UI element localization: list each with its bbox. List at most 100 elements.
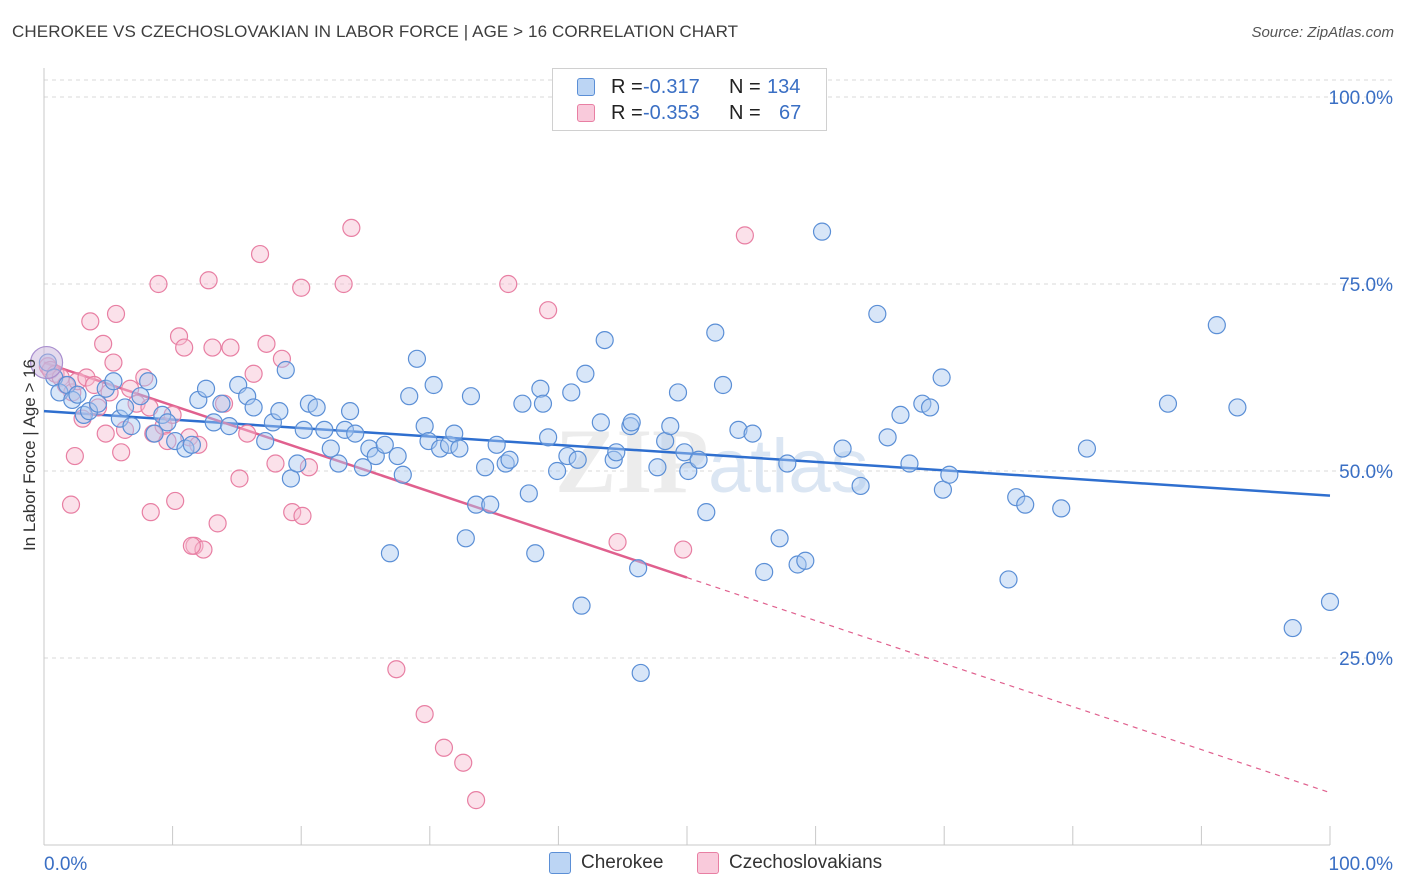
- czechoslovakians-point: [208, 514, 227, 533]
- axis-layer: [43, 68, 1331, 846]
- legend-n-label: N =: [729, 75, 761, 98]
- cherokee-point: [122, 417, 141, 436]
- czechoslovakians-point: [94, 334, 113, 353]
- cherokee-point: [833, 439, 852, 458]
- cherokee-point: [375, 435, 394, 454]
- cherokee-point: [335, 420, 355, 439]
- legend-row-cherokee: R = -0.317 N = 134: [577, 75, 800, 99]
- bottom-legend-czechoslovakians: Czechoslovakians: [697, 852, 882, 874]
- cherokee-point: [631, 663, 650, 683]
- y-tick-label: 75.0%: [1339, 275, 1393, 296]
- cherokee-point: [1320, 592, 1340, 612]
- cherokee-trend-line: [43, 409, 1331, 497]
- cherokee-point: [281, 469, 301, 488]
- czechoslovakians-trend-extension: [686, 577, 1331, 794]
- cherokee-point: [595, 331, 614, 350]
- cherokee-point: [461, 387, 481, 406]
- cherokee-point: [346, 424, 365, 443]
- cherokee-point: [466, 495, 486, 514]
- bottom-legend-cherokee: Cherokee: [549, 852, 663, 874]
- cherokee-point: [307, 398, 326, 417]
- legend-n-value: 134: [767, 75, 801, 98]
- cherokee-point: [548, 461, 567, 481]
- cherokee-point: [604, 450, 623, 469]
- cherokee-point: [796, 551, 815, 570]
- czechoslovakians-point: [121, 379, 140, 398]
- cherokee-point: [321, 439, 340, 458]
- cherokee-point: [562, 383, 581, 402]
- cherokee-point: [131, 387, 150, 406]
- cherokee-point: [513, 394, 532, 413]
- cherokee-points: [29, 222, 1340, 683]
- cherokee-point: [424, 375, 443, 395]
- cherokee-point: [353, 458, 373, 477]
- cherokee-point: [933, 480, 953, 499]
- czechoslovakians-point: [299, 458, 319, 477]
- cherokee-point: [115, 398, 135, 417]
- czechoslovakians-point: [203, 338, 222, 357]
- cherokee-point: [430, 439, 450, 458]
- x-tick-label: 0.0%: [44, 854, 87, 875]
- cherokee-point: [900, 454, 919, 473]
- cluster-point: [29, 345, 64, 380]
- czechoslovakians-point: [221, 338, 240, 357]
- czechoslovakians-point: [149, 274, 168, 294]
- cherokee-point: [812, 222, 832, 241]
- legend-row-czechoslovakians: R = -0.353 N = 67: [577, 101, 801, 125]
- cherokee-point: [661, 417, 680, 436]
- cherokee-point: [238, 387, 257, 406]
- cherokee-point: [263, 413, 283, 432]
- cherokee-point: [88, 394, 108, 413]
- y-axis-label: In Labor Force | Age > 16: [20, 358, 39, 552]
- cherokee-point: [294, 420, 313, 439]
- cherokee-point: [182, 435, 201, 454]
- cherokee-point: [868, 304, 887, 324]
- cherokee-point: [622, 413, 641, 432]
- cherokee-point: [487, 435, 506, 454]
- czechoslovakians-point: [175, 338, 194, 357]
- bottom-legend-swatch-czechoslovakians: [697, 852, 719, 874]
- cherokee-point: [1077, 439, 1097, 458]
- cherokee-point: [999, 570, 1018, 589]
- cherokee-point: [1283, 618, 1302, 638]
- czechoslovakians-point: [141, 503, 160, 522]
- cherokee-point: [256, 431, 275, 451]
- cherokee-point: [244, 398, 263, 417]
- czechoslovakians-point: [434, 738, 454, 757]
- cherokee-point: [755, 562, 774, 582]
- y-tick-label: 100.0%: [1329, 88, 1394, 109]
- czechoslovakians-point: [194, 540, 213, 559]
- cherokee-point: [139, 372, 158, 391]
- legend-swatch-cherokee: [577, 78, 595, 96]
- cherokee-point: [576, 364, 595, 383]
- legend-n-value: 67: [779, 101, 802, 124]
- cherokee-point: [851, 476, 870, 496]
- cherokee-point: [940, 465, 959, 484]
- cherokee-point: [500, 450, 519, 469]
- cherokee-point: [63, 390, 82, 410]
- czechoslovakians-point: [266, 454, 285, 473]
- cherokee-point: [212, 394, 231, 413]
- cherokee-point: [689, 450, 708, 469]
- cherokee-point: [1158, 394, 1178, 413]
- cherokee-point: [96, 379, 115, 398]
- cherokee-point: [407, 349, 427, 368]
- cherokee-point: [778, 454, 797, 473]
- czechoslovakians-point: [283, 503, 302, 522]
- czechoslovakians-point: [65, 446, 84, 466]
- cherokee-point: [400, 387, 419, 406]
- cherokee-point: [648, 458, 667, 477]
- cherokee-point: [340, 402, 360, 421]
- czechoslovakians-point: [292, 278, 311, 297]
- cherokee-point: [878, 428, 897, 447]
- cherokee-point: [475, 458, 495, 477]
- cherokee-point: [607, 443, 626, 462]
- bottom-legend-label: Cherokee: [581, 852, 664, 873]
- czechoslovakians-point: [499, 274, 518, 294]
- czechoslovakians-point: [334, 274, 353, 294]
- cherokee-point: [526, 544, 545, 563]
- czechoslovakians-point: [112, 443, 131, 462]
- cherokee-point: [270, 402, 289, 421]
- czechoslovakians-point: [85, 375, 104, 395]
- cherokee-point: [770, 529, 789, 548]
